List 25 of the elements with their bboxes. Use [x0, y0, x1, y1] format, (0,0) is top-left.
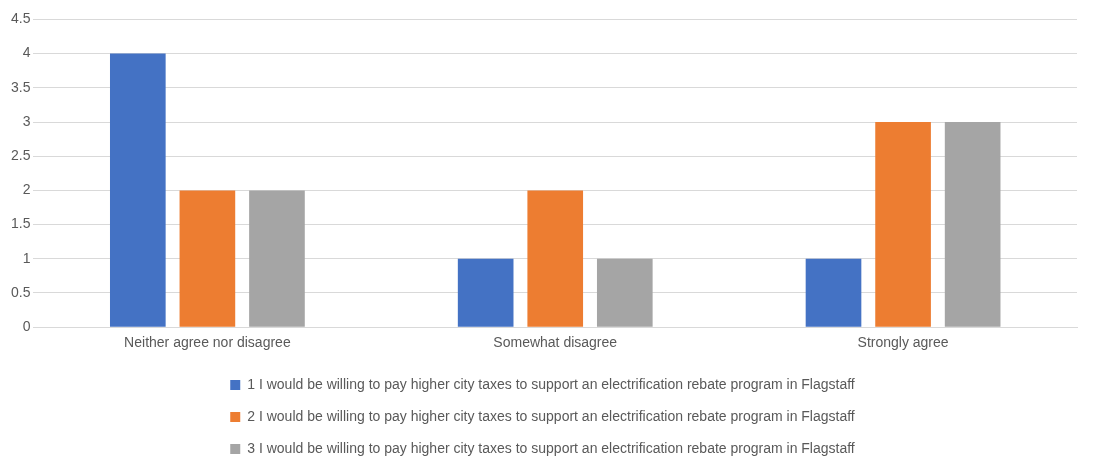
y-tick-label: 0.5 — [10, 283, 31, 300]
y-tick-label: 3 — [22, 112, 31, 129]
y-tick-label: 4 — [22, 44, 31, 61]
legend-label: 2 I would be willing to pay higher city taxes to support an electrification rebate program in Flagstaff — [247, 407, 855, 424]
y-tick-label: 1.5 — [10, 215, 31, 232]
bar — [179, 190, 236, 327]
y-tick-label: 0 — [22, 318, 31, 335]
y-tick-label: 2.5 — [10, 147, 31, 164]
bar — [875, 122, 931, 327]
bar — [805, 258, 862, 327]
bar — [249, 190, 305, 327]
bar — [944, 122, 1001, 327]
bar — [457, 258, 514, 327]
x-tick-label: Neither agree nor disagree — [124, 334, 291, 351]
y-tick-label: 1 — [22, 249, 31, 266]
x-tick-label: Strongly agree — [857, 334, 949, 351]
x-tick-label: Somewhat disagree — [493, 334, 618, 351]
y-tick-label: 2 — [22, 181, 31, 198]
legend-label: 1 I would be willing to pay higher city taxes to support an electrification rebate program in Flagstaff — [247, 375, 855, 392]
y-tick-label: 4.5 — [10, 10, 31, 27]
bar — [527, 190, 584, 327]
bar — [596, 258, 653, 327]
legend-label: 3 I would be willing to pay higher city taxes to support an electrification rebate program in Flagstaff — [247, 439, 855, 456]
bar — [109, 53, 166, 327]
y-tick-label: 3.5 — [10, 78, 31, 95]
